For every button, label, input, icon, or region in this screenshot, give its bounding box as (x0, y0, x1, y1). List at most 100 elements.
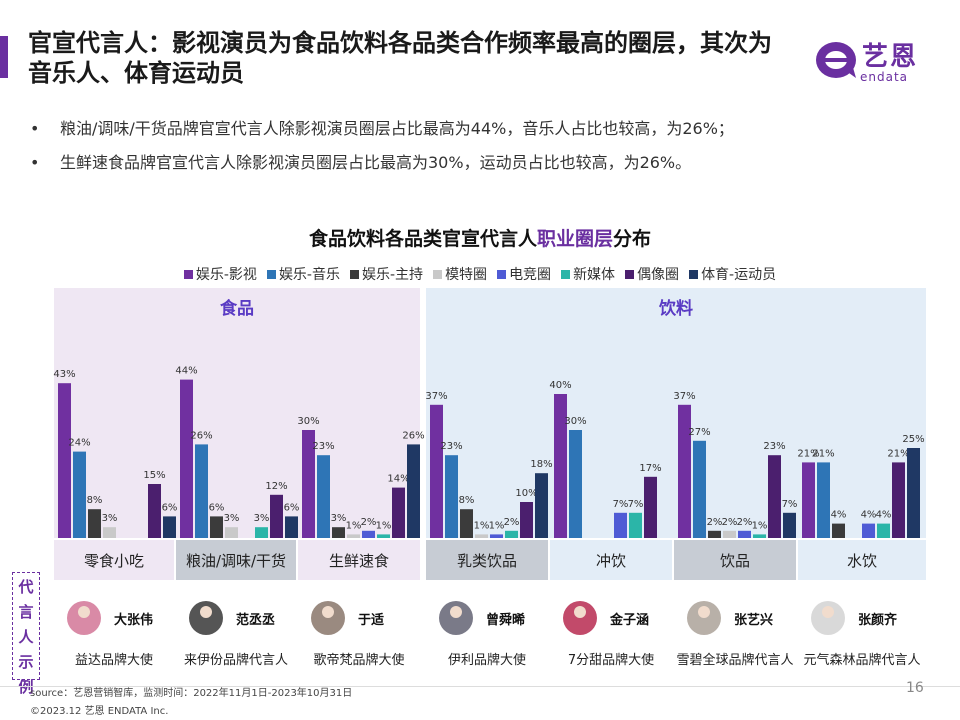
x-tick-label: 零食小吃 (84, 552, 144, 570)
data-label: 7% (613, 499, 629, 510)
data-label: 30% (564, 416, 586, 427)
legend-swatch (433, 270, 443, 279)
spokesperson-name: 张颜齐 (858, 612, 898, 628)
spokesperson-name: 范丞丞 (236, 612, 275, 628)
data-label: 25% (902, 434, 924, 445)
data-label: 6% (162, 502, 178, 513)
bullet-text: 生鲜速食品牌官宣代言人除影视演员圈层占比最高为30%，运动员占比也较高，为26%… (60, 153, 692, 172)
bullet-text: 粮油/调味/干货品牌官宣代言人除影视演员圈层占比最高为44%，音乐人占比也较高，… (60, 119, 734, 138)
bar (225, 527, 238, 538)
bar (614, 512, 627, 538)
category-group-panel (54, 288, 420, 538)
data-label: 3% (254, 513, 270, 524)
data-label: 24% (68, 438, 90, 449)
legend-label: 偶像圈 (637, 267, 680, 283)
data-label: 30% (297, 416, 319, 427)
avatar-face (450, 606, 462, 618)
data-label: 21% (887, 448, 909, 459)
spokesperson-name: 大张伟 (114, 612, 153, 628)
data-label: 4% (831, 510, 847, 521)
data-label: 8% (87, 495, 103, 506)
avatar-face (822, 606, 834, 618)
category-label-cell (54, 540, 174, 580)
spokesperson-brand: 益达品牌大使 (75, 652, 153, 668)
legend-label: 电竞圈 (509, 267, 552, 283)
legend-swatch (689, 270, 699, 279)
data-label: 4% (861, 510, 877, 521)
spokesperson-name: 曾舜晞 (486, 612, 525, 628)
data-label: 23% (440, 441, 462, 452)
category-group-panel (426, 288, 926, 538)
bar (783, 512, 796, 538)
x-tick-label: 粮油/调味/干货 (186, 552, 286, 570)
data-label: 3% (331, 513, 347, 524)
data-label: 1% (376, 520, 392, 531)
bar (802, 462, 815, 538)
spokesperson-brand: 歌帝梵品牌大使 (313, 652, 404, 668)
avatar-face (322, 606, 334, 618)
footer-divider (0, 686, 960, 687)
bar (58, 383, 71, 538)
data-label: 23% (763, 441, 785, 452)
spokesperson-example-tag: 代 言 人 示 例 (12, 572, 40, 696)
bar (708, 530, 721, 538)
data-label: 2% (504, 517, 520, 528)
bar (285, 516, 298, 538)
data-label: 2% (361, 517, 377, 528)
data-label: 37% (425, 391, 447, 402)
legend-swatch (625, 270, 635, 279)
bar (302, 430, 315, 538)
bar (255, 527, 268, 538)
bar (693, 440, 706, 538)
legend-label: 娱乐-音乐 (278, 267, 340, 283)
bar (892, 462, 905, 538)
category-label-cell (298, 540, 420, 580)
bar (907, 448, 920, 538)
bar (392, 487, 405, 538)
bar (505, 530, 518, 538)
legend-swatch (350, 270, 359, 279)
legend-item: 电竞圈 (497, 264, 551, 284)
bar (210, 516, 223, 538)
bullet-dot: • (30, 119, 40, 138)
bar (832, 523, 845, 538)
summary-bullet: • 粮油/调味/干货品牌官宣代言人除影视演员圈层占比最高为44%，音乐人占比也较… (30, 112, 930, 146)
tag-char: 代 (18, 578, 34, 596)
legend-label: 娱乐-影视 (195, 267, 257, 283)
avatar-face (698, 606, 710, 618)
data-label: 8% (459, 495, 475, 506)
spokesperson-brand: 7分甜品牌大使 (568, 652, 654, 668)
data-label: 18% (530, 459, 552, 470)
bar (270, 494, 283, 538)
data-label: 4% (876, 510, 892, 521)
x-tick-label: 乳类饮品 (457, 552, 517, 570)
data-label: 21% (797, 448, 819, 459)
bar (554, 394, 567, 538)
copyright: ©2023.12 艺恩 ENDATA Inc. (30, 706, 169, 717)
legend-item: 偶像圈 (625, 264, 679, 284)
bar (535, 473, 548, 538)
bar (347, 534, 360, 538)
spokesperson-name: 金子涵 (609, 612, 649, 628)
avatar-face (574, 606, 586, 618)
bar (723, 530, 736, 538)
data-label: 2% (707, 517, 723, 528)
spokesperson-name: 张艺兴 (734, 612, 773, 628)
data-label: 7% (628, 499, 644, 510)
data-label: 1% (474, 520, 490, 531)
legend-swatch (266, 270, 276, 279)
data-label: 1% (752, 520, 768, 531)
bar (678, 404, 691, 538)
logo-text-cn: 艺恩 (862, 42, 919, 72)
chart-title-highlight: 职业圈层 (536, 228, 613, 250)
legend-label: 体育-运动员 (701, 267, 777, 283)
spokesperson-brand: 伊利品牌大使 (448, 652, 526, 668)
data-label: 15% (143, 470, 165, 481)
bar (768, 455, 781, 538)
data-label: 6% (284, 502, 300, 513)
data-label: 6% (209, 502, 225, 513)
legend-item: 模特圈 (433, 264, 487, 284)
category-group-label: 食品 (220, 298, 254, 319)
data-label: 1% (346, 520, 362, 531)
data-label: 27% (688, 427, 710, 438)
